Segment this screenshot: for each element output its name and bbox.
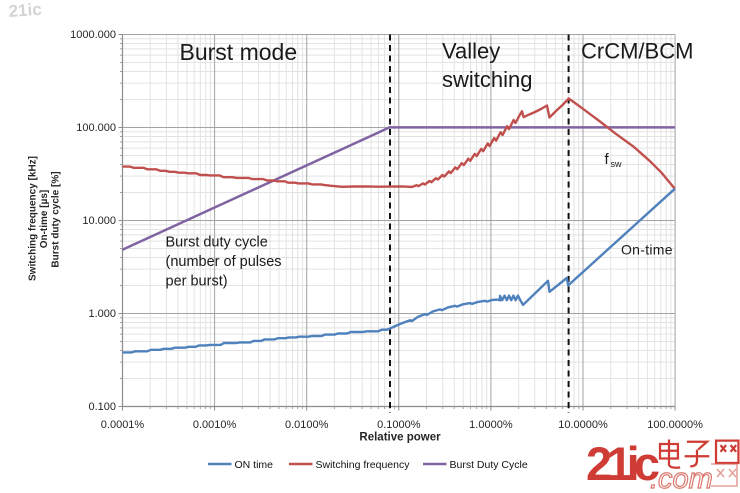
svg-text:ON time: ON time [235,459,274,471]
svg-text:Burst Duty Cycle: Burst Duty Cycle [450,459,528,471]
svg-text:On-time [µs]: On-time [µs] [39,190,50,249]
svg-text:1.000: 1.000 [88,308,116,320]
svg-text:Burst mode: Burst mode [180,39,298,65]
svg-text:Burst duty cycle [%]: Burst duty cycle [%] [51,171,62,267]
svg-text:10.000: 10.000 [82,215,116,227]
svg-text:Burst duty cycle: Burst duty cycle [166,235,268,251]
svg-text:0.100: 0.100 [88,401,116,413]
svg-text:0.0010%: 0.0010% [193,419,237,431]
svg-text:0.0100%: 0.0100% [285,419,329,431]
svg-text:1.0000%: 1.0000% [469,419,513,431]
svg-text:Valley: Valley [442,39,500,64]
svg-text:100.0000%: 100.0000% [647,419,703,431]
svg-text:On-time: On-time [621,242,673,258]
svg-text:per burst): per burst) [166,274,228,290]
svg-text:switching: switching [442,67,532,92]
svg-text:f: f [605,151,610,168]
svg-text:100.000: 100.000 [76,122,116,134]
svg-text:10.0000%: 10.0000% [558,419,608,431]
svg-text:1000.000: 1000.000 [70,29,116,41]
svg-text:CrCM/BCM: CrCM/BCM [581,39,693,64]
svg-text:sw: sw [611,159,623,169]
svg-text:0.1000%: 0.1000% [377,419,421,431]
svg-text:Switching frequency [kHz]: Switching frequency [kHz] [28,156,39,281]
svg-text:Switching frequency: Switching frequency [316,459,411,471]
svg-text:(number of pulses: (number of pulses [166,254,282,270]
svg-text:21ic: 21ic [586,437,660,490]
svg-text:21ic: 21ic [8,0,42,21]
svg-text:0.0001%: 0.0001% [101,419,145,431]
svg-text:Relative power: Relative power [359,432,441,444]
svg-text:.com: .com [650,463,713,493]
